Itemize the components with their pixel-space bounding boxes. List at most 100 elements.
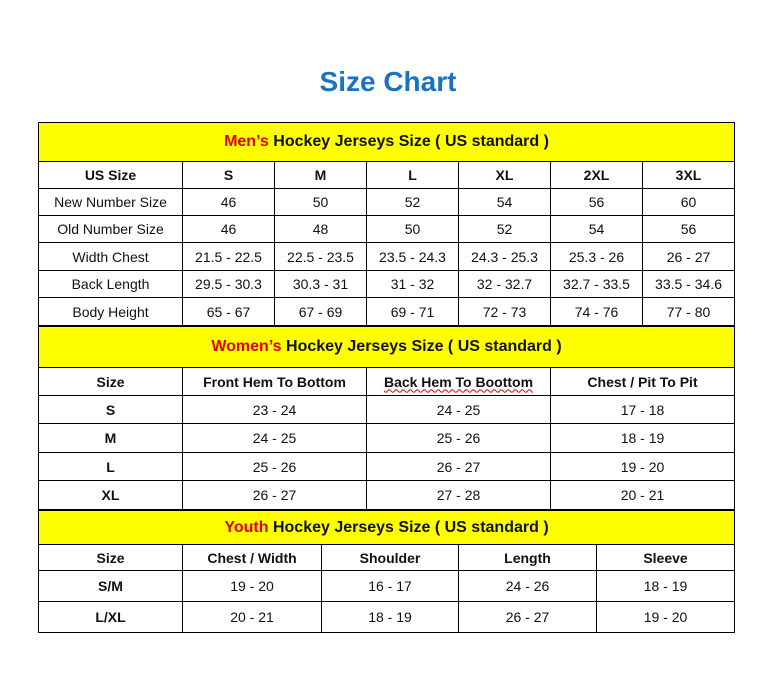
table-cell: 25.3 - 26: [550, 242, 643, 271]
column-header: L: [366, 161, 459, 189]
table-row: Old Number Size 46 48 50 52 54 56: [38, 215, 736, 243]
womens-size-table: Women’s Hockey Jerseys Size ( US standar…: [37, 326, 736, 510]
column-header: US Size: [38, 161, 183, 189]
youth-size-table: Youth Hockey Jerseys Size ( US standard …: [37, 510, 736, 633]
table-cell: 25 - 26: [182, 452, 367, 481]
table-row: XL 26 - 27 27 - 28 20 - 21: [38, 480, 736, 510]
table-cell: 54: [458, 188, 551, 216]
section-highlight: Men’s: [224, 133, 269, 150]
table-cell: 23 - 24: [182, 395, 367, 424]
row-label: S/M: [38, 570, 183, 602]
table-cell: 32 - 32.7: [458, 270, 551, 298]
table-cell: 30.3 - 31: [274, 270, 367, 298]
column-header: Size: [38, 367, 183, 396]
table-cell: 20 - 21: [549, 480, 736, 510]
table-cell: 27 - 28: [366, 480, 551, 510]
table-cell: 54: [550, 215, 643, 243]
table-cell: 46: [182, 215, 275, 243]
row-label: XL: [38, 480, 183, 510]
table-cell: 26 - 27: [182, 480, 367, 510]
table-cell: 24 - 25: [182, 423, 367, 453]
table-cell: 32.7 - 33.5: [550, 270, 643, 298]
table-row: Width Chest 21.5 - 22.5 22.5 - 23.5 23.5 - …: [38, 242, 736, 271]
table-cell: 60: [641, 188, 736, 216]
table-cell: 48: [274, 215, 367, 243]
table-row: S/M 19 - 20 16 - 17 24 - 26 18 - 19: [38, 570, 736, 602]
page-title: Size Chart: [319, 66, 457, 97]
table-cell: 24 - 26: [458, 570, 597, 602]
table-cell: 26 - 27: [366, 452, 551, 481]
column-header-text: Back Hem To Boottom: [383, 373, 534, 390]
column-header: Back Hem To Boottom: [366, 367, 551, 396]
table-cell: 65 - 67: [182, 297, 275, 326]
column-header: Length: [458, 544, 597, 571]
column-header: 2XL: [550, 161, 643, 189]
table-cell: 17 - 18: [549, 395, 736, 424]
column-header: S: [182, 161, 275, 189]
size-chart-tables: Men’s Hockey Jerseys Size ( US standard …: [37, 122, 736, 633]
table-row: S 23 - 24 24 - 25 17 - 18: [38, 395, 736, 424]
table-cell: 23.5 - 24.3: [366, 242, 459, 271]
section-heading: Hockey Jerseys Size ( US standard ): [281, 338, 562, 355]
table-cell: 72 - 73: [458, 297, 551, 326]
section-heading: Hockey Jerseys Size ( US standard ): [268, 518, 549, 536]
column-header: 3XL: [641, 161, 736, 189]
table-cell: 24 - 25: [366, 395, 551, 424]
section-heading: Hockey Jerseys Size ( US standard ): [268, 133, 549, 150]
row-label: Body Height: [38, 297, 183, 326]
column-header: M: [274, 161, 367, 189]
section-highlight: Youth: [224, 518, 269, 536]
table-row: Back Length 29.5 - 30.3 30.3 - 31 31 - 32 32…: [38, 270, 736, 298]
table-cell: 18 - 19: [595, 570, 736, 602]
mens-section-header: Men’s Hockey Jerseys Size ( US standard …: [37, 122, 736, 162]
table-cell: 22.5 - 23.5: [274, 242, 367, 271]
table-cell: 21.5 - 22.5: [182, 242, 275, 271]
table-cell: 19 - 20: [549, 452, 736, 481]
youth-section-header: Youth Hockey Jerseys Size ( US standard …: [37, 510, 736, 545]
table-cell: 18 - 19: [321, 601, 459, 633]
table-row: L 25 - 26 26 - 27 19 - 20: [38, 452, 736, 481]
table-cell: 26 - 27: [458, 601, 597, 633]
row-label: S: [38, 395, 183, 424]
row-label: Old Number Size: [38, 215, 183, 243]
table-cell: 77 - 80: [641, 297, 736, 326]
table-cell: 19 - 20: [595, 601, 736, 633]
row-label: L: [38, 452, 183, 481]
table-cell: 20 - 21: [182, 601, 322, 633]
table-cell: 74 - 76: [550, 297, 643, 326]
column-header: Size: [38, 544, 183, 571]
column-header: XL: [458, 161, 551, 189]
section-highlight: Women’s: [211, 338, 282, 355]
table-cell: 19 - 20: [182, 570, 322, 602]
row-label: New Number Size: [38, 188, 183, 216]
table-cell: 56: [641, 215, 736, 243]
column-header: Shoulder: [321, 544, 459, 571]
table-cell: 69 - 71: [366, 297, 459, 326]
table-cell: 25 - 26: [366, 423, 551, 453]
row-label: L/XL: [38, 601, 183, 633]
table-cell: 67 - 69: [274, 297, 367, 326]
table-row: New Number Size 46 50 52 54 56 60: [38, 188, 736, 216]
table-row: Body Height 65 - 67 67 - 69 69 - 71 72 - 73 7…: [38, 297, 736, 326]
column-header: Sleeve: [595, 544, 736, 571]
mens-size-table: Men’s Hockey Jerseys Size ( US standard …: [37, 122, 736, 326]
table-cell: 26 - 27: [641, 242, 736, 271]
column-header: Chest / Pit To Pit: [549, 367, 736, 396]
table-cell: 52: [366, 188, 459, 216]
table-cell: 56: [550, 188, 643, 216]
table-row: L/XL 20 - 21 18 - 19 26 - 27 19 - 20: [38, 601, 736, 633]
table-cell: 50: [366, 215, 459, 243]
table-cell: 16 - 17: [321, 570, 459, 602]
table-row: M 24 - 25 25 - 26 18 - 19: [38, 423, 736, 453]
table-cell: 24.3 - 25.3: [458, 242, 551, 271]
row-label: Back Length: [38, 270, 183, 298]
table-cell: 18 - 19: [549, 423, 736, 453]
table-cell: 29.5 - 30.3: [182, 270, 275, 298]
table-cell: 52: [458, 215, 551, 243]
womens-section-header: Women’s Hockey Jerseys Size ( US standar…: [37, 326, 736, 368]
table-cell: 50: [274, 188, 367, 216]
row-label: M: [38, 423, 183, 453]
column-header: Front Hem To Bottom: [182, 367, 367, 396]
table-cell: 31 - 32: [366, 270, 459, 298]
row-label: Width Chest: [38, 242, 183, 271]
